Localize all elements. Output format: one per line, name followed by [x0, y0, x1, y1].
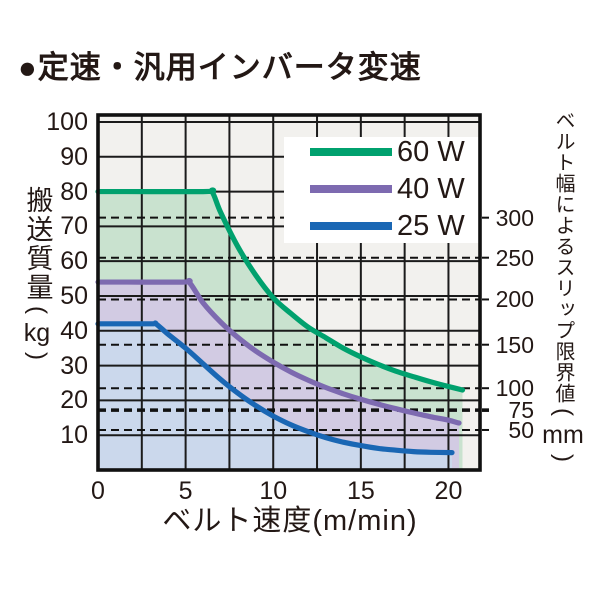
y-tick-label: 30 [60, 351, 88, 380]
x-tick-label: 20 [434, 477, 463, 505]
y-axis-ticks: 10 20 30 40 50 60 70 80 90 100 [30, 0, 88, 600]
page-title: ●定速・汎用インバータ変速 [18, 50, 422, 85]
y-tick-label: 60 [60, 247, 88, 276]
y-axis-unit: kg [23, 319, 51, 347]
y-tick-label: 70 [60, 212, 88, 241]
right-axis-unit: mm [542, 421, 584, 449]
x-tick-label: 0 [91, 477, 105, 505]
legend-label-60w: 60 W [397, 136, 465, 168]
right-axis-ticks: 300 250 200 150 100 75 50 [470, 0, 534, 600]
paren-open-glyph: ( [550, 408, 577, 416]
legend-label-25w: 25 W [397, 210, 465, 242]
right-axis-tick-label: 75 [508, 397, 534, 424]
right-axis-tick-label: 150 [495, 331, 534, 358]
y-axis-title-text: 搬送質量 [22, 186, 53, 302]
right-axis-title-text: ベルト幅によるスリップ限界値 [552, 110, 574, 404]
series-curve-40w [95, 277, 462, 426]
right-axis-tick-label: 250 [495, 244, 534, 271]
y-tick-label: 40 [60, 316, 88, 345]
x-tick-label: 15 [346, 477, 375, 505]
right-axis-tick-label: 200 [495, 286, 534, 313]
paren-close-glyph: ) [550, 454, 577, 462]
right-axis-tick-label: 50 [508, 416, 534, 443]
series-curve-60w [95, 187, 466, 393]
x-axis-title: ベルト速度(m/min) [162, 505, 418, 537]
plot-border [96, 113, 482, 472]
right-axis-title: ベルト幅によるスリップ限界値 ( mm ) [542, 110, 584, 466]
plot-area [95, 113, 489, 472]
y-tick-label: 80 [60, 177, 88, 206]
right-axis-tick-label: 300 [495, 204, 534, 231]
y-tick-label: 100 [46, 107, 88, 136]
legend-label-40w: 40 W [397, 173, 465, 205]
y-tick-label: 50 [60, 281, 88, 310]
y-axis-title: 搬送質量 ( kg ) [14, 186, 60, 364]
series-curve-25w [95, 320, 455, 456]
y-tick-label: 90 [60, 142, 88, 171]
right-axis-tick-label: 100 [495, 375, 534, 402]
x-tick-label: 10 [259, 477, 288, 505]
y-tick-label: 10 [60, 421, 88, 450]
y-tick-label: 20 [60, 386, 88, 415]
x-tick-label: 5 [178, 477, 193, 505]
